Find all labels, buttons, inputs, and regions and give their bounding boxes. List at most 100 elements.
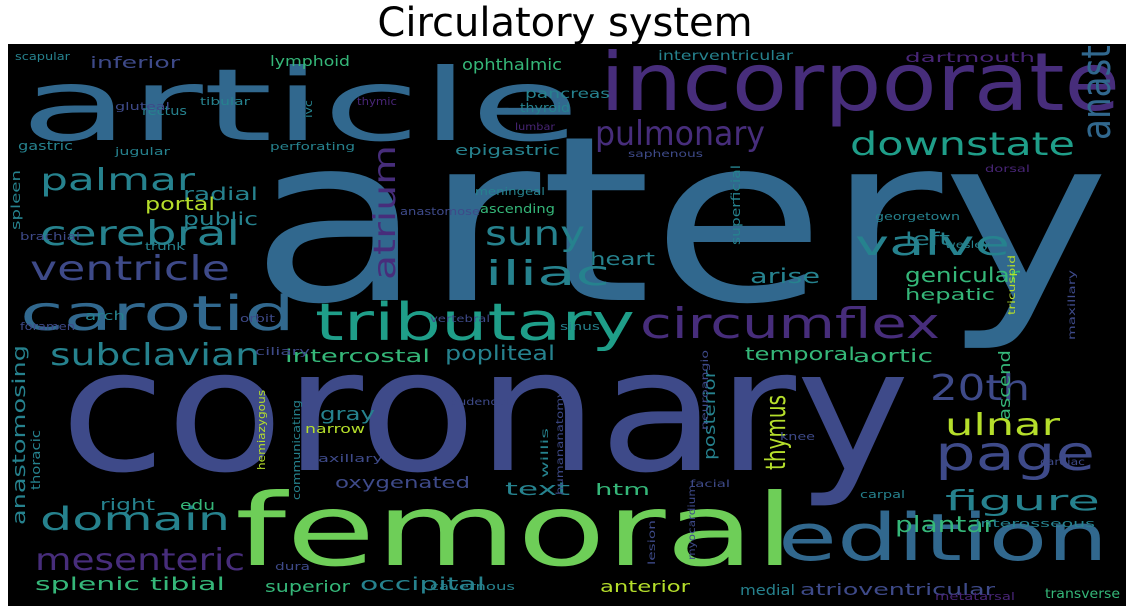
chart-title: Circulatory system <box>377 0 753 46</box>
word-downstate: downstate <box>850 125 1075 163</box>
word-tributary: tributary <box>315 293 635 353</box>
word-sinus: sinus <box>560 320 600 333</box>
word-tibular: tibular <box>200 95 251 108</box>
word-hemiazygous: hemiazygous <box>255 390 268 470</box>
word-trunk: trunk <box>145 240 186 253</box>
word-temporal: temporal <box>745 344 855 365</box>
word-subclavian: subclavian <box>50 338 260 373</box>
word-gray: gray <box>320 404 375 425</box>
word-inferior: inferior <box>90 53 181 72</box>
word-facial: facial <box>690 479 730 490</box>
word-anterior: anterior <box>600 577 691 596</box>
word-jugular: jugular <box>114 145 171 158</box>
word-popliteal: popliteal <box>445 341 555 365</box>
word-ciliary: ciliary <box>255 345 311 358</box>
word-gastric: gastric <box>18 139 73 153</box>
word-palmar: palmar <box>40 163 196 198</box>
word-incorporate: incorporate <box>600 44 1120 129</box>
word-suny: suny <box>485 214 585 254</box>
word-hepatic: hepatic <box>905 285 995 304</box>
word-htm: htm <box>595 480 650 499</box>
word-lymphoid: lymphoid <box>270 54 350 70</box>
word-ivc: ivc <box>302 100 315 118</box>
word-radial: radial <box>183 184 258 205</box>
word-dartmouth: dartmouth <box>905 51 1035 66</box>
word-dorsal: dorsal <box>985 164 1030 175</box>
word-scapular: scapular <box>15 50 71 63</box>
word-arise: arise <box>750 264 820 288</box>
word-tibial: tibial <box>150 574 225 595</box>
word-valve: valve <box>855 224 1010 264</box>
word-figure: figure <box>945 484 1100 517</box>
word-narrow: narrow <box>305 422 365 436</box>
word-portal: portal <box>145 194 215 215</box>
word-atrium: atrium <box>368 145 403 280</box>
word-article: article <box>20 47 580 164</box>
word-intercostal: intercostal <box>285 346 430 367</box>
word-oxygenated: oxygenated <box>335 473 470 492</box>
word-ascend: ascend <box>995 350 1014 420</box>
word-artery: artery <box>250 88 1110 355</box>
word-superior: superior <box>265 577 351 596</box>
word-gluteal: gluteal <box>115 100 170 113</box>
word-edu: edu <box>180 498 215 514</box>
word-meningeal: meningeal <box>475 185 545 198</box>
word-page: page <box>935 426 1095 482</box>
word-occipital: occipital <box>360 574 485 595</box>
word-lesion: lesion <box>647 520 658 565</box>
word-thyroid: thyroid <box>520 101 570 115</box>
word-ulnar: ulnar <box>945 408 1061 443</box>
word-circumflex: circumflex <box>640 299 940 348</box>
word-cardiac: cardiac <box>1040 457 1085 468</box>
word-knee: knee <box>780 430 815 443</box>
word-posterior: posterior <box>700 369 719 460</box>
word-cerebral: cerebral <box>40 214 240 254</box>
word-pancreas: pancreas <box>525 87 610 102</box>
word-edition: edition <box>778 501 1108 576</box>
word-spleen: spleen <box>9 170 23 230</box>
word-ascending: ascending <box>480 202 555 216</box>
word-thymus: thymus <box>759 395 792 470</box>
word-splenic: splenic <box>35 574 140 595</box>
word-perforating: perforating <box>270 140 355 153</box>
word-medial: medial <box>740 583 795 599</box>
word-plantar: plantar <box>895 513 996 538</box>
word-carpal: carpal <box>860 488 905 501</box>
word-thymic: thymic <box>357 95 397 108</box>
word-heart: heart <box>590 249 655 270</box>
word-maxillary: maxillary <box>1067 270 1078 340</box>
word-brachial: brachial <box>20 230 80 243</box>
word-dura: dura <box>275 560 310 573</box>
word-iliac: iliac <box>485 254 610 294</box>
word-coronary: coronary <box>60 313 910 511</box>
word-mesenteric: mesenteric <box>35 543 245 578</box>
word-anastomosing: anastomosing <box>9 345 30 525</box>
word-metatarsal: metatarsal <box>935 590 1015 603</box>
word-tricuspid: tricuspid <box>1007 255 1018 315</box>
word-text: text <box>505 479 570 500</box>
word-foramen: foramen <box>20 320 75 333</box>
word-humananatomy: humananatomy <box>555 390 566 495</box>
word-communicating: communicating <box>290 400 303 500</box>
word-georgetown: georgetown <box>875 210 960 223</box>
word-domain: domain <box>40 500 230 538</box>
word-wesley: wesley <box>945 240 990 251</box>
word-ventricle: ventricle <box>30 249 230 289</box>
word-rectus: rectus <box>142 104 187 118</box>
word-public: public <box>183 209 258 230</box>
word-transverse: transverse <box>1045 587 1120 602</box>
word-vertebral: vertebral <box>430 314 490 325</box>
word-left: left <box>905 229 950 250</box>
word-pudendal: pudendal <box>450 397 510 408</box>
word-myocardium: myocardium <box>687 485 698 560</box>
word-anastomosis: anastomosis <box>1074 44 1120 140</box>
word-superficial: superficial <box>729 165 743 245</box>
word-atrioventricular: atrioventricular <box>800 580 996 599</box>
word-20th: 20th <box>930 368 1030 409</box>
word-right: right <box>100 495 155 514</box>
word-arch: arch <box>85 309 125 323</box>
word-pulmonary: pulmonary <box>595 114 765 154</box>
word-interosseous: interosseous <box>975 517 1095 530</box>
word-aortic: aortic <box>853 346 933 367</box>
